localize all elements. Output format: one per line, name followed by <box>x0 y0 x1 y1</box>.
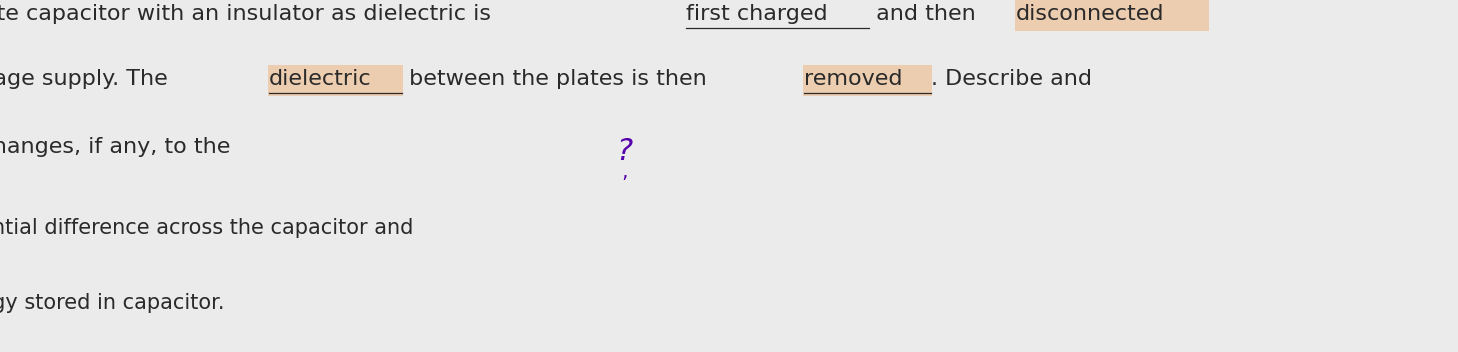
Text: removed: removed <box>803 69 903 88</box>
Text: ’: ’ <box>621 174 628 193</box>
Text: explain the changes, if any, to the: explain the changes, if any, to the <box>0 137 230 157</box>
Text: between the plates is then: between the plates is then <box>401 69 713 88</box>
Text: ?: ? <box>617 137 633 166</box>
Text: from the voltage supply. The: from the voltage supply. The <box>0 69 175 88</box>
Bar <box>268 65 402 96</box>
Bar <box>803 65 933 96</box>
Text: and then: and then <box>869 4 983 24</box>
Text: energy stored in capacitor.: energy stored in capacitor. <box>0 293 225 313</box>
Text: A parallel-plate capacitor with an insulator as dielectric is: A parallel-plate capacitor with an insul… <box>0 4 497 24</box>
Text: . Describe and: . Describe and <box>932 69 1092 88</box>
Text: disconnected: disconnected <box>1016 4 1165 24</box>
Bar <box>1015 0 1209 31</box>
Text: dielectric: dielectric <box>270 69 372 88</box>
Text: first charged: first charged <box>687 4 828 24</box>
Text: potential difference across the capacitor and: potential difference across the capacito… <box>0 218 414 238</box>
